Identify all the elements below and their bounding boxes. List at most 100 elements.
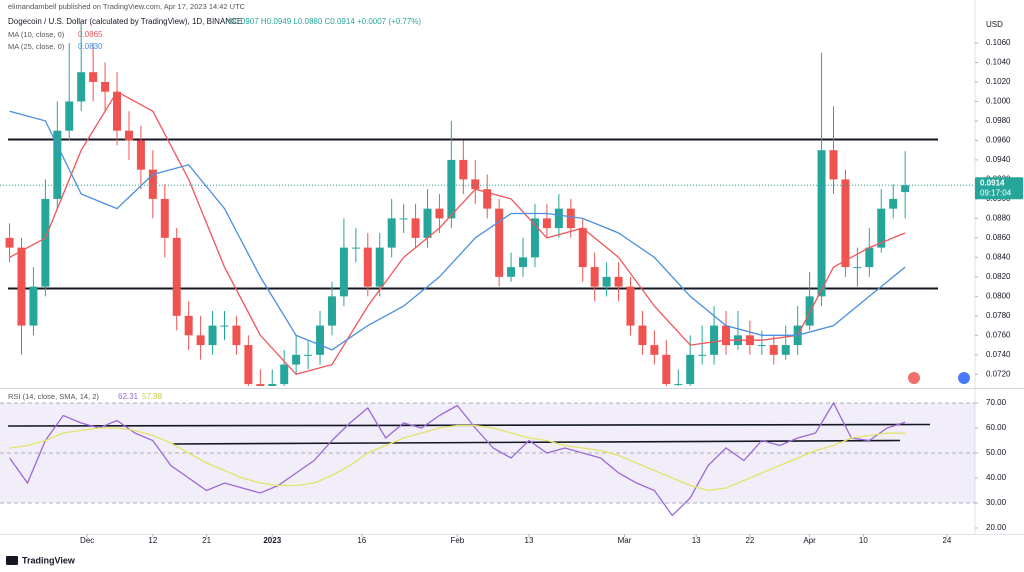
- y-tick-label: 60.00: [986, 423, 1007, 432]
- candle-body: [483, 189, 492, 209]
- x-tick-label: 13: [692, 536, 701, 545]
- x-tick-label: 24: [942, 536, 951, 545]
- candle-body: [411, 218, 420, 238]
- candle-body: [184, 315, 193, 336]
- x-tick-label: 21: [202, 536, 211, 545]
- candle-body: [220, 325, 229, 327]
- y-tick-label: 0.0960: [986, 136, 1011, 145]
- y-tick-label: 0.1040: [986, 58, 1011, 67]
- candle-body: [256, 384, 265, 386]
- candle-body: [566, 208, 575, 229]
- candle-body: [363, 247, 372, 287]
- y-tick-label: 0.0760: [986, 330, 1011, 339]
- candle-body: [817, 150, 826, 297]
- x-tick-label: 13: [525, 536, 534, 545]
- y-tick-label: 0.1000: [986, 97, 1011, 106]
- candle-body: [542, 218, 551, 229]
- candle-body: [674, 384, 683, 386]
- x-tick-label: Apr: [803, 536, 816, 545]
- candle-body: [459, 159, 468, 180]
- candle-body: [304, 354, 313, 356]
- rsi-title: RSI (14, close, SMA, 14, 2): [8, 392, 99, 401]
- candle-body: [41, 198, 50, 287]
- candle-body: [853, 267, 862, 269]
- axes: 0.0720 0.0740 0.0760 0.0780 0.0800 0.0820 0.08…: [80, 38, 1023, 545]
- candle-body: [877, 208, 886, 248]
- legend-name: MA (25, close, 0): [8, 42, 65, 51]
- y-tick-label: 0.0840: [986, 252, 1011, 261]
- y-tick-label: 0.0820: [986, 272, 1011, 281]
- y-tick-label: 0.0860: [986, 233, 1011, 242]
- candle-body: [722, 325, 731, 346]
- candle-body: [841, 179, 850, 268]
- candle-body: [495, 208, 504, 277]
- y-tick-label: 0.0800: [986, 291, 1011, 300]
- x-tick-label: 12: [148, 536, 157, 545]
- candle-body: [626, 286, 635, 326]
- event-icon[interactable]: [908, 372, 920, 384]
- x-tick-label: Dec: [80, 536, 94, 545]
- line-series: [9, 424, 906, 492]
- y-tick-label: 0.0720: [986, 369, 1011, 378]
- trendline: [171, 439, 901, 445]
- y-tick-label: 0.0980: [986, 116, 1011, 125]
- y-tick-label: 70.00: [986, 398, 1007, 407]
- legend-value: 0.0830: [78, 42, 103, 51]
- candle-body: [172, 237, 181, 316]
- candle-body: [889, 198, 898, 209]
- y-tick-label: 20.00: [986, 523, 1007, 532]
- x-tick-label: 16: [357, 536, 366, 545]
- candle-body: [614, 276, 623, 287]
- y-tick-label: 0.0940: [986, 155, 1011, 164]
- candle-body: [113, 91, 122, 131]
- candle-body: [769, 345, 778, 355]
- rsi-pane: [0, 401, 975, 517]
- candle-body: [387, 218, 396, 248]
- candle-body: [65, 101, 74, 131]
- candle-body: [148, 169, 157, 199]
- candle-body: [435, 208, 444, 219]
- candle-body: [650, 345, 659, 355]
- candle-body: [602, 276, 611, 287]
- candle-body: [53, 130, 62, 199]
- candle-body: [829, 150, 838, 180]
- candle-body: [781, 345, 790, 355]
- x-tick-label: Mar: [618, 536, 632, 545]
- legend-value: 62.31: [118, 392, 139, 401]
- legend-value: 57.88: [142, 392, 163, 401]
- candle-body: [578, 228, 587, 268]
- y-tick-label: 40.00: [986, 473, 1007, 482]
- candle-body: [423, 208, 432, 238]
- y-tick-label: 0.0880: [986, 213, 1011, 222]
- y-tick-label: 50.00: [986, 448, 1007, 457]
- candle-body: [805, 296, 814, 326]
- candle-body: [865, 247, 874, 268]
- x-tick-label: 2023: [263, 536, 281, 545]
- ohlc: O0.0907 H0.0949 L0.0880 C0.0914 +0.0007 …: [228, 17, 421, 26]
- y-tick-label: 0.0780: [986, 311, 1011, 320]
- candle-body: [686, 354, 695, 385]
- candle-body: [196, 335, 205, 346]
- candle-body: [339, 247, 348, 297]
- y-tick-label: 0.1020: [986, 77, 1011, 86]
- currency: USD: [986, 20, 1003, 29]
- line-series: [9, 401, 906, 517]
- candle-body: [590, 267, 599, 287]
- candle-body: [208, 325, 217, 346]
- candle-body: [29, 286, 38, 326]
- candle-body: [399, 218, 408, 220]
- candle-body: [901, 185, 910, 193]
- x-tick-label: 22: [745, 536, 754, 545]
- candle-body: [698, 354, 707, 356]
- candle-body: [554, 208, 563, 229]
- x-tick-label: 10: [859, 536, 868, 545]
- event-icon[interactable]: [958, 372, 970, 384]
- candle-body: [530, 218, 539, 258]
- line-series: [9, 90, 906, 376]
- y-tick-label: 0.1060: [986, 38, 1011, 47]
- publisher: elimandambell published on TradingView.c…: [8, 2, 246, 11]
- candle-body: [710, 325, 719, 355]
- legend-name: MA (10, close, 0): [8, 30, 65, 39]
- price-label-box: [975, 177, 1023, 200]
- candle-body: [662, 354, 671, 385]
